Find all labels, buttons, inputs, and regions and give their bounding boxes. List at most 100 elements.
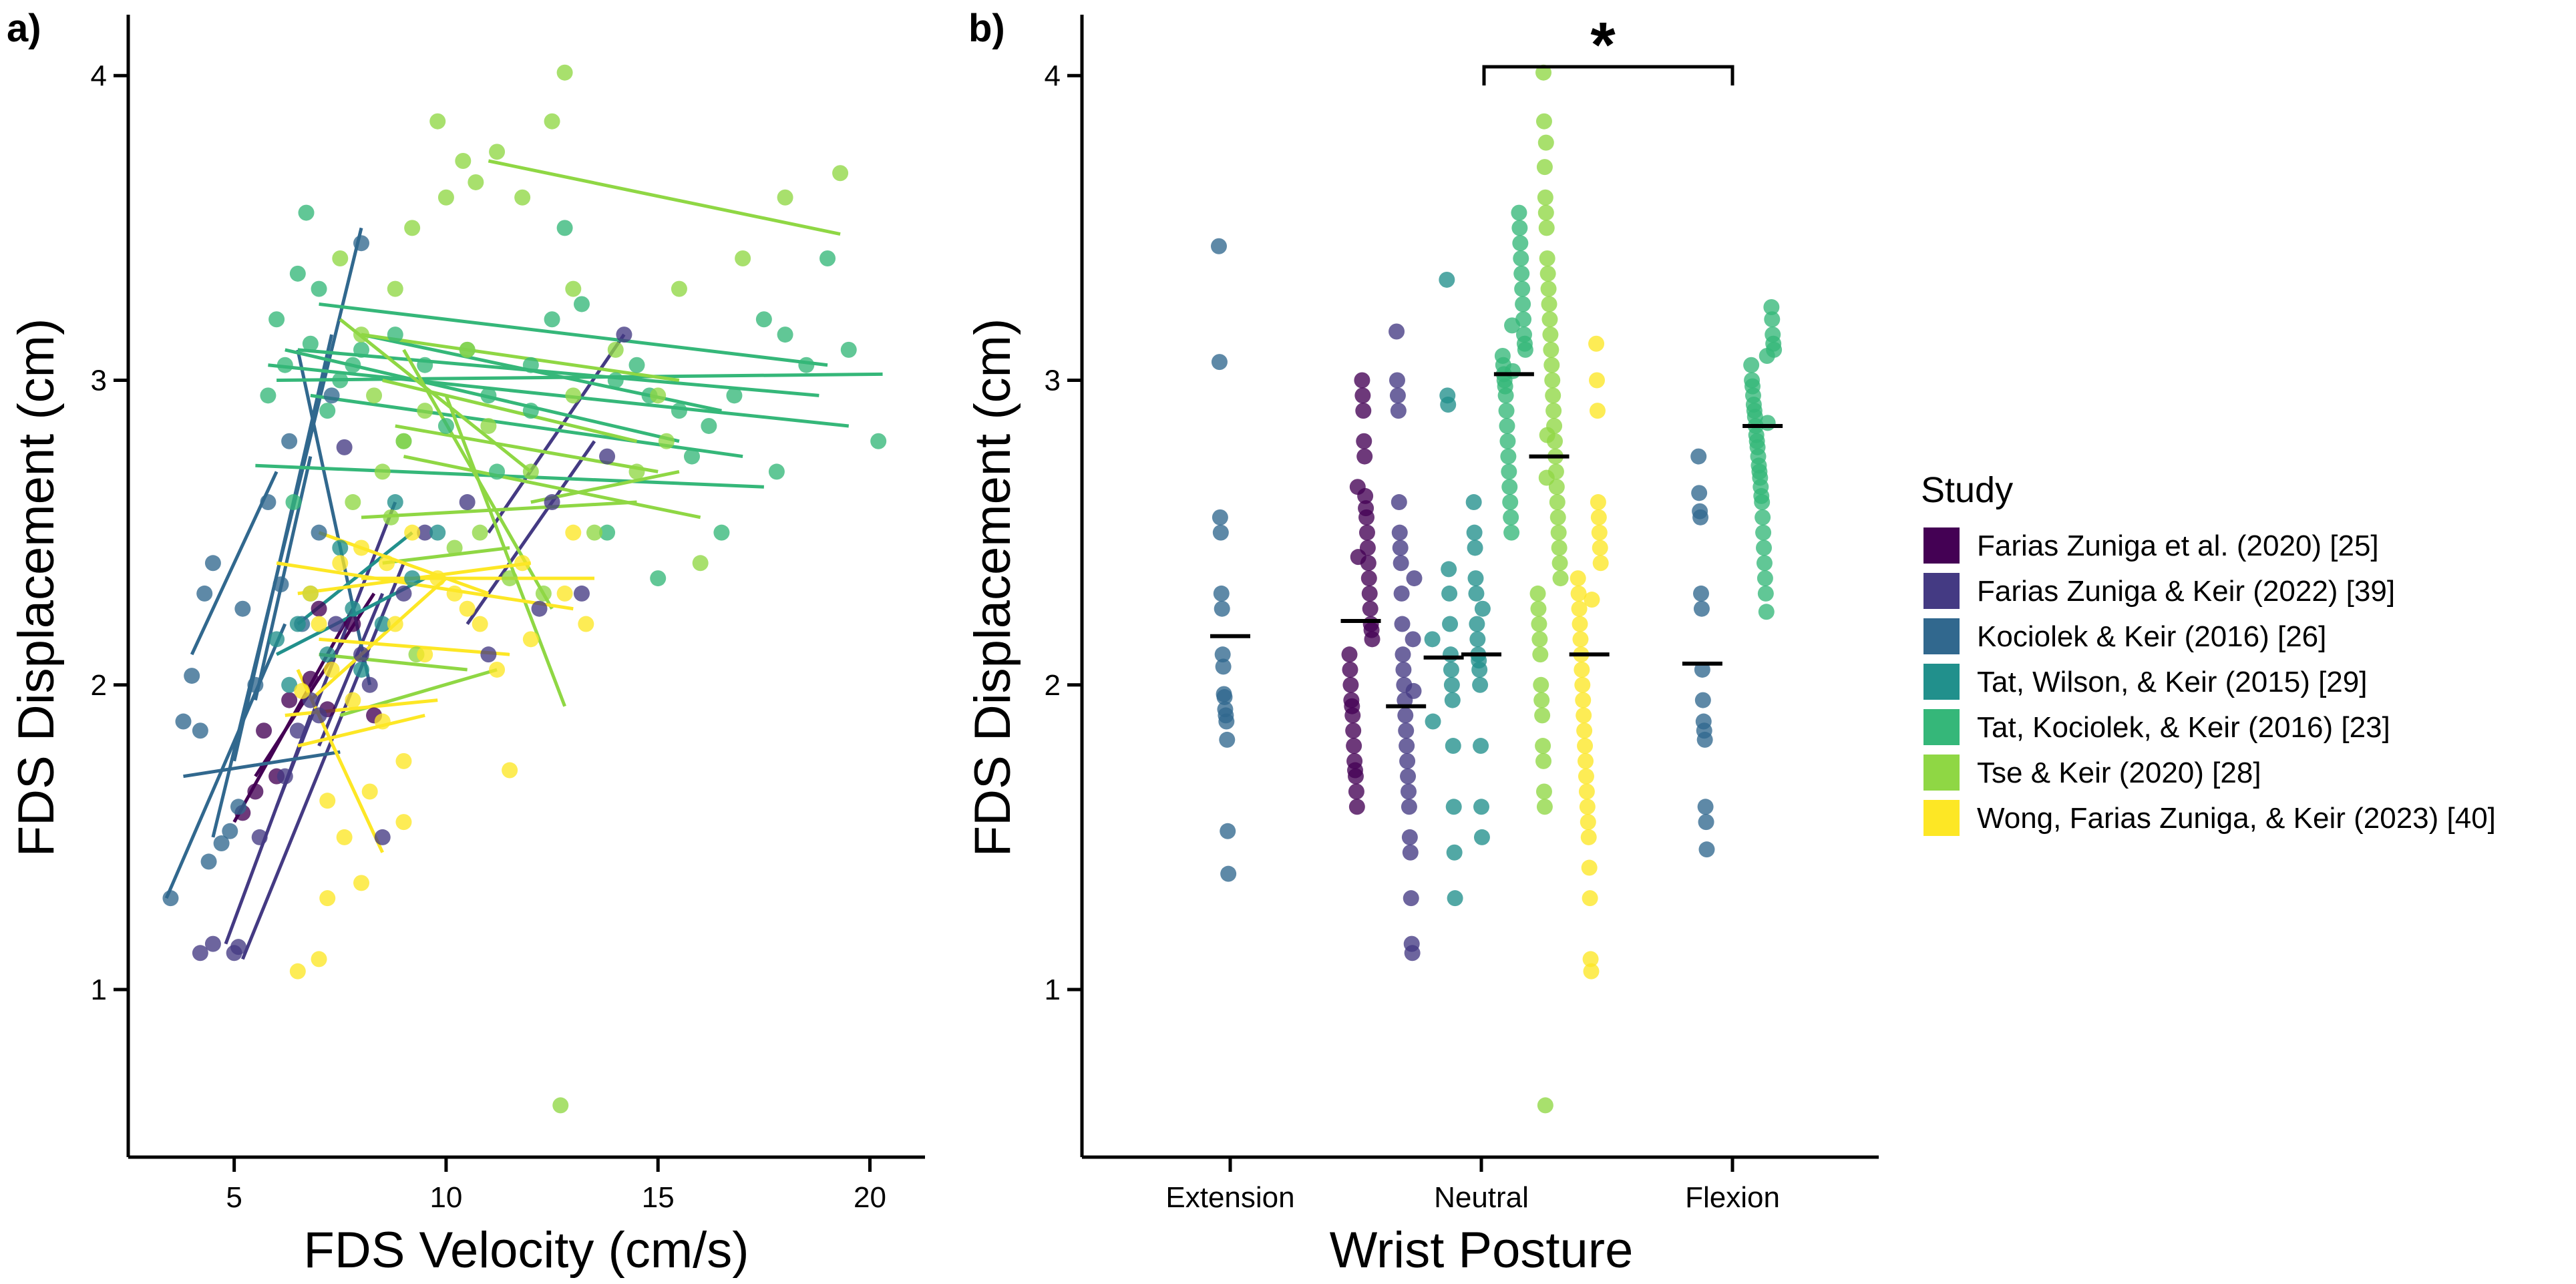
data-point-g8-4: [1692, 585, 1709, 602]
regression-line-s5-8: [361, 500, 637, 519]
data-point-g6-28: [1529, 585, 1546, 602]
data-point-g5-25: [1503, 524, 1520, 541]
data-point-g3-12: [1446, 844, 1463, 861]
data-point-g4-2: [1467, 540, 1483, 556]
data-point-g8-1: [1691, 485, 1708, 501]
data-point-g7-7: [1592, 555, 1609, 572]
data-point-s6-31: [395, 814, 412, 831]
data-point-g2-8: [1393, 585, 1410, 602]
data-point-s4-32: [319, 403, 336, 419]
data-point-g1-18: [1342, 661, 1358, 678]
data-point-g5-16: [1497, 387, 1514, 404]
y-axis-title: FDS Displacement (cm): [8, 318, 65, 857]
data-point-s2-5: [204, 555, 221, 572]
data-point-g2-18: [1400, 768, 1417, 785]
data-point-s3-9: [429, 524, 446, 541]
data-point-g6-11: [1542, 327, 1559, 343]
data-point-g7-2: [1589, 403, 1606, 419]
data-point-g1-29: [1348, 799, 1365, 815]
data-point-g2-21: [1401, 829, 1418, 845]
data-point-g7-10: [1571, 600, 1588, 617]
data-point-s6-5: [361, 783, 378, 800]
data-point-s5-38: [658, 433, 675, 449]
y-tick-label: 1: [1045, 974, 1061, 1006]
data-point-g7-24: [1580, 814, 1596, 831]
data-point-g9-1: [1764, 311, 1781, 328]
data-point-s5-25: [735, 250, 751, 267]
data-point-g9-0: [1763, 299, 1780, 316]
data-point-s0-3: [302, 670, 319, 687]
data-point-s5-28: [552, 1097, 569, 1114]
regression-line-s5-4: [403, 455, 701, 519]
data-point-s1-8: [327, 616, 344, 632]
data-point-s4-8: [417, 357, 433, 373]
data-point-s2-14: [323, 387, 340, 404]
data-point-s1-1: [204, 935, 221, 952]
data-point-g6-26: [1551, 555, 1568, 572]
x-axis-title: Wrist Posture: [1330, 1222, 1634, 1279]
data-point-s5-37: [607, 341, 624, 358]
data-point-s2-2: [184, 668, 200, 684]
data-point-g4-6: [1469, 631, 1486, 648]
data-point-g1-3: [1356, 433, 1372, 449]
data-point-g7-15: [1574, 676, 1591, 693]
data-point-g8-10: [1696, 731, 1713, 748]
data-point-g6-2: [1536, 159, 1553, 176]
data-point-g2-9: [1394, 616, 1411, 632]
data-point-s2-7: [222, 823, 238, 839]
data-point-g6-14: [1544, 372, 1561, 389]
data-point-g3-13: [1447, 890, 1463, 907]
y-tick-label: 3: [1045, 365, 1061, 397]
data-point-s4-13: [573, 296, 590, 312]
data-point-s2-0: [162, 890, 179, 907]
data-point-s4-5: [332, 372, 349, 389]
data-point-g6-5: [1538, 220, 1555, 236]
data-point-s5-1: [353, 327, 370, 343]
data-point-g7-1: [1589, 372, 1606, 389]
significance-bracket: *: [1482, 9, 1734, 85]
data-point-g1-27: [1347, 768, 1364, 785]
data-point-s2-16: [281, 433, 298, 449]
data-point-g6-34: [1533, 692, 1550, 708]
x-axis-ticks: Extension Neutral Flexion: [1165, 1157, 1780, 1214]
data-point-g8-3: [1692, 509, 1709, 525]
data-point-s5-21: [628, 463, 645, 480]
data-point-g6-12: [1543, 341, 1559, 358]
regression-line-s5-10: [382, 546, 510, 565]
data-point-s2-18: [200, 853, 217, 870]
data-point-g7-12: [1572, 631, 1589, 648]
data-point-g1-22: [1344, 707, 1361, 724]
regression-line-s4-4: [255, 463, 764, 489]
data-point-g2-28: [1406, 570, 1423, 587]
data-point-g2-10: [1395, 646, 1411, 663]
data-point-s5-26: [777, 189, 793, 206]
data-point-g6-33: [1533, 676, 1549, 693]
data-point-s6-12: [332, 555, 349, 572]
data-point-s2-1: [175, 713, 192, 730]
data-point-s4-39: [628, 357, 645, 373]
data-point-g2-2: [1389, 387, 1406, 404]
data-point-g2-26: [1405, 631, 1421, 648]
legend-label-4: Tat, Kociolek, & Keir (2016) [23]: [1977, 711, 2390, 744]
data-point-s2-10: [260, 494, 277, 511]
data-point-s5-31: [446, 540, 463, 556]
data-point-g9-27: [1757, 570, 1773, 587]
data-point-s3-4: [374, 616, 391, 632]
legend-swatch-5: [1923, 755, 1960, 791]
data-point-s3-3: [345, 600, 361, 617]
data-point-g5-27: [1504, 363, 1521, 379]
regression-line-s5-9: [319, 652, 468, 672]
data-point-s2-6: [213, 835, 230, 852]
axes: [126, 15, 925, 1159]
data-point-g5-5: [1514, 280, 1531, 297]
legend-swatch-0: [1923, 527, 1960, 564]
data-point-s3-7: [332, 540, 349, 556]
data-point-g5-0: [1511, 204, 1527, 221]
data-point-s6-15: [404, 524, 421, 541]
data-point-s6-14: [379, 555, 395, 572]
data-point-s1-17: [616, 327, 632, 343]
data-point-s6-8: [345, 692, 361, 708]
data-point-g8-13: [1698, 841, 1715, 858]
regression-line-s5-3: [395, 424, 659, 473]
data-point-g2-5: [1391, 524, 1408, 541]
